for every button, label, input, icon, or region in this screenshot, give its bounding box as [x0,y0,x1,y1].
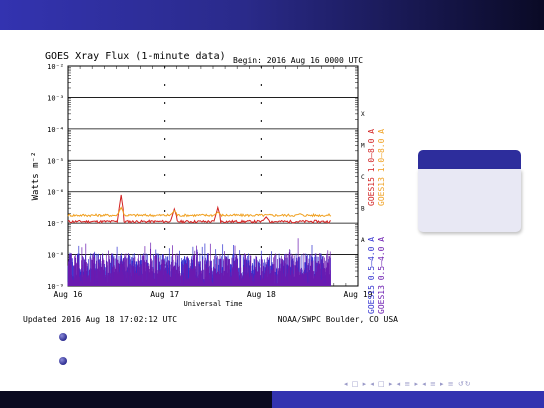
y-tick-label: 10⁻⁵ [47,157,64,165]
y-tick-label: 10⁻⁷ [47,220,64,228]
plot-frame [67,65,359,287]
y-tick-label: 10⁻⁶ [47,189,64,197]
side-block [418,150,521,232]
x-tick-label: Aug 17 [150,290,179,299]
legend-label: GOES13 0.5–4.0 A [377,237,386,314]
y-tick-label: 10⁻⁹ [47,283,64,291]
y-tick-label: 10⁻² [47,63,64,71]
series-line [67,194,332,225]
bullet-2 [59,357,67,365]
bullet-1 [59,333,67,341]
flare-class-label: B [361,205,365,212]
legend-label: GOES13 1.0–8.0 A [377,129,386,206]
x-tick-label: Aug 18 [247,290,276,299]
side-block-header [418,150,521,169]
chart-begin-label: Begin: 2016 Aug 16 0000 UTC [233,56,363,65]
y-tick-label: 10⁻⁸ [47,252,64,260]
y-axis-label: Watts m⁻² [31,152,41,201]
legend-label: GOES15 0.5–4.0 A [367,237,376,314]
updated-label: Updated 2016 Aug 18 17:02:12 UTC [23,315,177,324]
xray-flux-chart: GOES Xray Flux (1-minute data) Begin: 201… [22,46,410,330]
y-tick-label: 10⁻⁴ [47,126,64,134]
legend-label: GOES15 1.0–8.0 A [367,129,376,206]
beamer-navigation[interactable]: ◂ □ ▸ ◂ □ ▸ ◂ ≡ ▸ ◂ ≡ ▸ ≡ ↺↻ [344,380,472,388]
x-tick-label: Aug 16 [54,290,83,299]
chart-svg: GOES Xray Flux (1-minute data) Begin: 201… [23,51,399,324]
series-3 [67,238,331,286]
series-line [67,206,332,218]
chart-title: GOES Xray Flux (1-minute data) [45,51,226,62]
flare-class-label: M [361,143,365,150]
y-tick-label: 10⁻³ [47,94,64,102]
x-axis-label: Universal Time [183,300,242,308]
source-label: NOAA/SWPC Boulder, CO USA [278,315,399,324]
side-block-body [418,169,521,232]
flare-class-label: A [361,237,365,244]
title-bar [0,0,544,30]
flare-class-label: C [361,174,365,181]
footer-bar [0,391,544,408]
x-tick-label: Aug 19 [344,290,373,299]
flare-class-label: X [361,111,365,118]
series-line [67,238,331,286]
